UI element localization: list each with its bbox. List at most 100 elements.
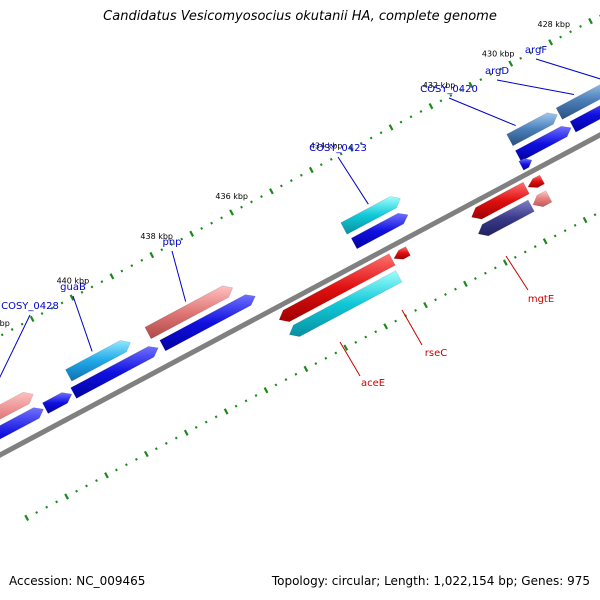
inner-tick-major [183,429,189,436]
inner-tick-minor [95,479,98,483]
inner-tick-minor [204,420,208,424]
inner-tick-minor [533,245,537,249]
outer-tick-minor [579,24,582,28]
forward-gene-box [0,391,34,420]
inner-tick-minor [244,399,248,403]
kbp-label: 438 kbp [140,232,173,241]
tick-marks: 428 kbp 430 kbp 432 kbp 434 kbp 436 kbp 438 k… [0,14,600,521]
reverse-cds-arrow [278,253,396,323]
outer-tick-major [588,17,593,25]
forward-small-arrow [518,158,533,171]
inner-tick-major [502,259,508,266]
kbp-label: 430 kbp [482,50,515,59]
outer-tick-minor [200,227,204,230]
gene-label-rsec: rseC [425,348,447,359]
kbp-label: 440 kbp [57,277,90,286]
outer-tick-minor [559,35,562,39]
inner-tick-major [582,216,588,224]
accession-text: Accession: NC_009465 [9,574,146,588]
inner-tick-minor [374,330,378,334]
outer-tick-minor [339,152,343,156]
outer-tick-minor [220,216,223,220]
inner-tick-major [383,323,389,330]
outer-tick-major [189,230,195,237]
outer-tick-major [468,81,474,89]
outer-tick-minor [399,120,403,124]
inner-tick-minor [523,250,527,254]
outer-tick-major [149,251,155,259]
inner-tick-minor [274,383,278,387]
outer-tick-minor [479,78,483,82]
forward-cds-arrow [70,346,159,399]
inner-tick-minor [35,511,39,514]
forward-cds-arrow [159,294,256,352]
inner-tick-minor [553,234,557,238]
gene-label-pnp: pnp [162,237,181,248]
outer-tick-minor [240,205,243,209]
inner-tick-minor [234,404,238,408]
reverse-cds-arrow [393,246,411,260]
inner-tick-major [64,493,69,500]
outer-tick-minor [539,46,543,50]
inner-tick-minor [434,298,437,302]
outer-tick-minor [90,285,94,289]
gene-label-cosy_0420: COSY_0420 [420,84,478,95]
forward-cds-arrow [0,407,44,440]
outer-tick-minor [379,131,383,135]
gene-label-acee: aceE [361,378,385,389]
outer-tick-minor [180,237,184,241]
inner-tick-minor [254,394,258,397]
gene-label-mgte: mgtE [528,294,554,305]
forward-cds-arrow [350,212,409,250]
callout-line [72,295,93,352]
outer-tick-minor [160,248,164,252]
inner-tick-major [223,408,229,415]
backbone-line [0,132,600,458]
gene-label-cosy_0423: COSY_0423 [309,143,367,154]
forward-cds-arrow [42,392,73,414]
inner-tick-minor [115,468,118,472]
outer-tick-minor [299,173,303,177]
gene-label-argd: argD [485,66,509,77]
callout-line [401,309,423,346]
feature-arrows [0,84,600,440]
inner-tick-major [143,450,149,458]
outer-tick-minor [499,67,503,71]
reverse-cds-arrow [471,181,530,220]
outer-tick-minor [459,88,463,92]
reverse-gene-box [532,190,553,208]
outer-tick-minor [100,280,104,284]
inner-tick-minor [125,463,128,467]
outer-tick-minor [409,115,413,119]
inner-tick-minor [164,441,168,445]
outer-tick-minor [439,99,443,103]
inner-tick-major [24,514,30,521]
outer-tick-minor [60,301,64,305]
gene-label-cosy_0428: COSY_0428 [1,301,59,312]
outer-tick-minor [489,72,493,76]
outer-tick-major [29,315,35,323]
outer-tick-minor [529,51,533,55]
callout-line [535,58,600,80]
outer-tick-minor [80,290,84,294]
outer-tick-minor [449,94,453,97]
inner-tick-minor [454,287,457,291]
inner-tick-minor [314,362,318,366]
inner-tick-major [263,387,269,394]
inner-tick-minor [394,319,398,323]
forward-gene-box [144,285,234,340]
reverse-gene-box [288,270,403,337]
inner-tick-minor [75,489,78,493]
inner-tick-major [542,238,548,245]
outer-tick-major [69,294,75,301]
outer-tick-minor [0,333,4,337]
outer-tick-minor [120,269,124,273]
forward-gene-box [506,112,558,147]
outer-tick-minor [569,30,572,34]
inner-tick-minor [134,457,138,461]
inner-tick-minor [55,500,59,504]
kbp-label: 428 kbp [537,20,570,29]
kbp-label: 434 kbp [310,141,343,150]
